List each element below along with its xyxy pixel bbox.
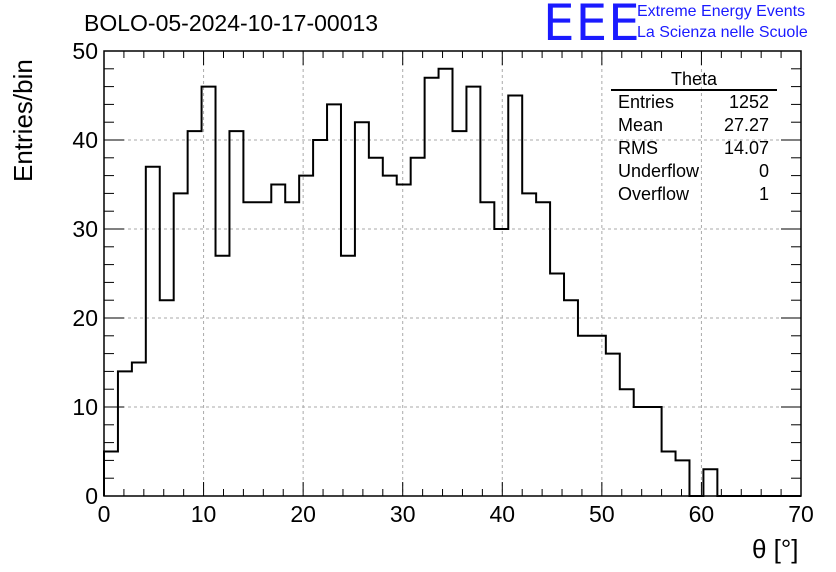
eee-logo: EEE xyxy=(543,0,641,52)
y-tick-label: 10 xyxy=(72,394,98,420)
axis-ticks xyxy=(103,50,802,497)
stats-row-overflow: Overflow 1 xyxy=(611,183,777,206)
x-tick-label: 20 xyxy=(290,501,316,527)
logo-line-2: La Scienza nelle Scuole xyxy=(637,24,808,41)
stats-row-mean: Mean 27.27 xyxy=(611,114,777,137)
y-tick-label: 20 xyxy=(72,305,98,331)
y-tick-label: 30 xyxy=(72,216,98,242)
stats-label: Overflow xyxy=(618,184,690,204)
y-tick-label: 50 xyxy=(72,38,98,64)
x-tick-label: 50 xyxy=(589,501,615,527)
stats-label: Mean xyxy=(618,115,664,135)
x-axis-label: θ [°] xyxy=(752,534,799,564)
x-tick-label: 30 xyxy=(390,501,416,527)
stats-box: Theta Entries 1252 Mean 27.27 RMS 14.07 … xyxy=(611,69,777,206)
logo-line-1: Extreme Energy Events xyxy=(637,3,806,20)
stats-value: 27.27 xyxy=(723,115,769,135)
y-axis-label: Entries/bin xyxy=(8,59,38,182)
y-tick-label: 40 xyxy=(72,127,98,153)
stats-row-rms: RMS 14.07 xyxy=(611,137,777,160)
histogram-series xyxy=(103,67,801,497)
stats-label: Underflow xyxy=(618,161,700,181)
chart-title: BOLO-05-2024-10-17-00013 xyxy=(84,10,379,36)
plot-frame xyxy=(103,50,802,497)
y-tick-label: 0 xyxy=(85,483,98,509)
x-tick-label: 70 xyxy=(788,501,814,527)
stats-value: 1 xyxy=(758,184,769,204)
stats-label: Entries xyxy=(618,92,675,112)
stats-label: RMS xyxy=(618,138,658,158)
stats-value: 14.07 xyxy=(723,138,769,158)
stats-value: 0 xyxy=(758,161,769,181)
stats-title: Theta xyxy=(611,69,777,91)
x-tick-label: 10 xyxy=(191,501,217,527)
stats-value: 1252 xyxy=(728,92,769,112)
x-tick-label: 40 xyxy=(489,501,515,527)
stats-row-entries: Entries 1252 xyxy=(611,91,777,114)
x-tick-label: 60 xyxy=(689,501,715,527)
grid-lines xyxy=(104,51,801,496)
x-tick-label: 0 xyxy=(98,501,111,527)
stats-row-underflow: Underflow 0 xyxy=(611,160,777,183)
